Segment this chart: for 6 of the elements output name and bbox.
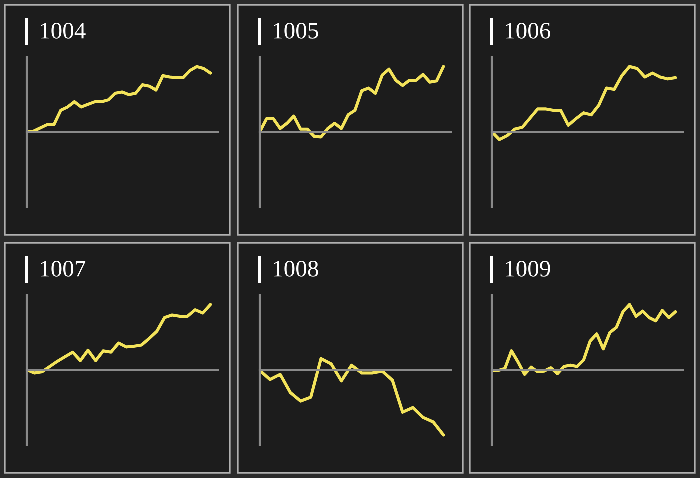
chart-title: 1005 (274, 22, 318, 39)
chart-title: 1006 (506, 22, 551, 39)
chart-title: 1004 (41, 22, 86, 39)
chart-title: 1009 (506, 260, 550, 277)
chart-title: 1007 (41, 260, 86, 277)
chart-title: 1008 (274, 260, 318, 277)
